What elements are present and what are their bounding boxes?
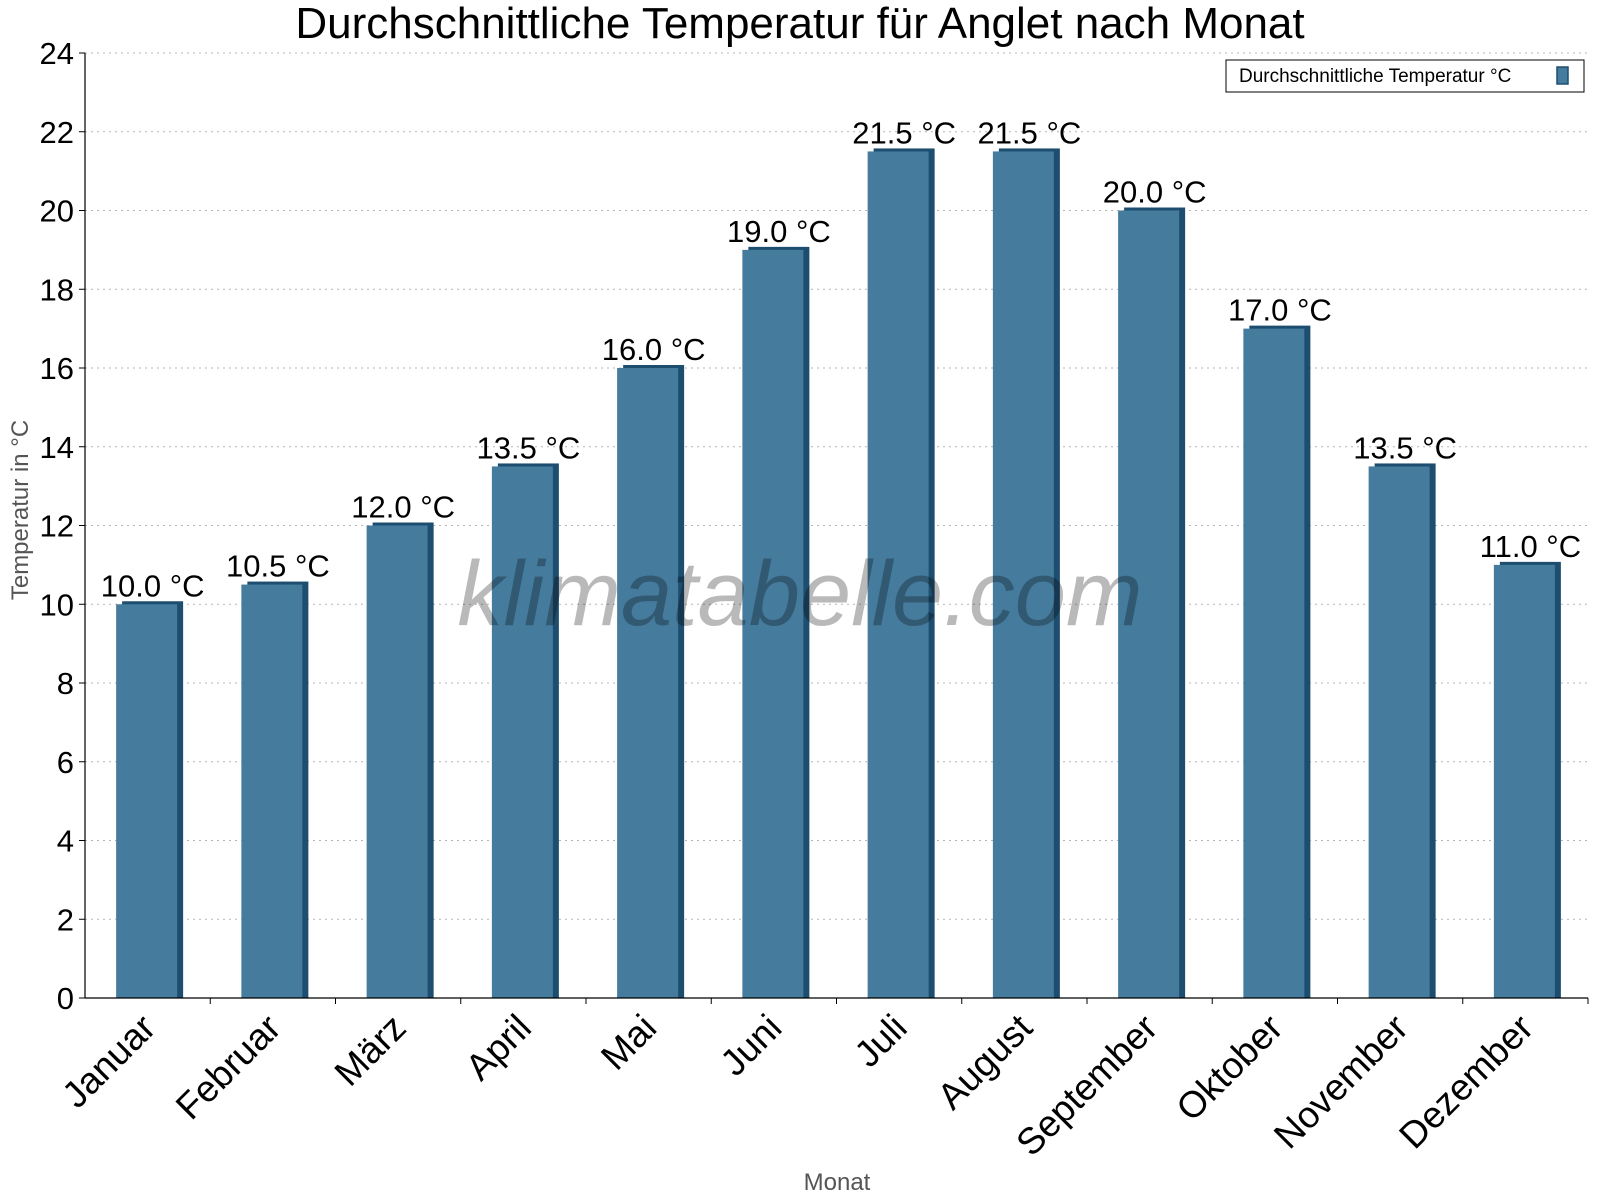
x-tick-label: Januar [54, 1007, 163, 1116]
bar [491, 466, 553, 998]
data-label: 21.5 °C [978, 115, 1082, 150]
y-tick-label: 8 [57, 666, 74, 701]
bar [1368, 466, 1430, 998]
x-tick-label: April [458, 1007, 539, 1088]
data-label: 10.5 °C [226, 549, 330, 584]
bar [742, 249, 804, 998]
y-tick-label: 18 [40, 272, 74, 307]
x-tick-label: Mai [593, 1007, 664, 1078]
y-tick-label: 0 [57, 981, 74, 1016]
y-axis-title: Temperatur in °C [7, 420, 34, 600]
data-labels: 10.0 °C 10.5 °C 12.0 °C 13.5 °C 16.0 °C 19.0 … [101, 115, 1581, 603]
x-tick-label: März [327, 1007, 414, 1094]
legend-label: Durchschnittliche Temperatur °C [1239, 66, 1511, 87]
legend-swatch [1556, 66, 1569, 85]
data-label: 20.0 °C [1103, 175, 1207, 210]
y-tick-label: 4 [57, 824, 74, 859]
y-tick-label: 24 [40, 36, 74, 71]
bar [867, 151, 929, 998]
bar [1243, 328, 1305, 998]
data-label: 11.0 °C [1480, 529, 1581, 564]
data-label: 21.5 °C [852, 115, 956, 150]
data-label: 12.0 °C [351, 490, 455, 525]
legend-box [1225, 59, 1585, 93]
y-tick-label: 6 [57, 745, 74, 780]
bars [116, 148, 1561, 998]
x-tick-label: Februar [168, 1007, 289, 1128]
legend: Durchschnittliche Temperatur °C [1225, 59, 1585, 93]
x-axis-ticks: Januar Februar März April Mai Juni Juli AugustS… [54, 998, 1589, 1164]
x-tick-label: Dezember [1391, 1007, 1541, 1157]
y-tick-label: 2 [57, 902, 74, 937]
chart-title: Durchschnittliche Temperatur für Anglet … [295, 0, 1304, 48]
data-label: 16.0 °C [602, 332, 706, 367]
bar [992, 151, 1054, 998]
x-tick-label: Juli [847, 1007, 915, 1075]
data-label: 19.0 °C [727, 214, 831, 249]
grid-lines [85, 52, 1588, 920]
y-tick-label: 12 [40, 509, 74, 544]
data-label: 10.0 °C [101, 568, 205, 603]
data-label: 17.0 °C [1228, 293, 1332, 328]
y-tick-label: 16 [40, 351, 74, 386]
y-tick-label: 14 [40, 430, 74, 465]
data-label: 13.5 °C [1353, 430, 1457, 465]
bar [1118, 210, 1180, 998]
x-tick-label: Oktober [1168, 1007, 1290, 1129]
x-tick-label: Juni [713, 1007, 790, 1084]
y-tick-label: 20 [40, 194, 74, 229]
y-tick-label: 22 [40, 115, 74, 150]
bar [1493, 564, 1555, 998]
x-tick-label: November [1266, 1007, 1416, 1157]
y-tick-label: 10 [40, 587, 74, 622]
data-label: 13.5 °C [477, 430, 581, 465]
x-tick-label: August [930, 1006, 1041, 1117]
bar [366, 525, 428, 998]
bar [617, 368, 679, 998]
bar [241, 584, 303, 998]
x-axis-title: Monat [804, 1169, 871, 1196]
watermark: klimatabelle.com [457, 543, 1142, 645]
bar [116, 604, 178, 998]
